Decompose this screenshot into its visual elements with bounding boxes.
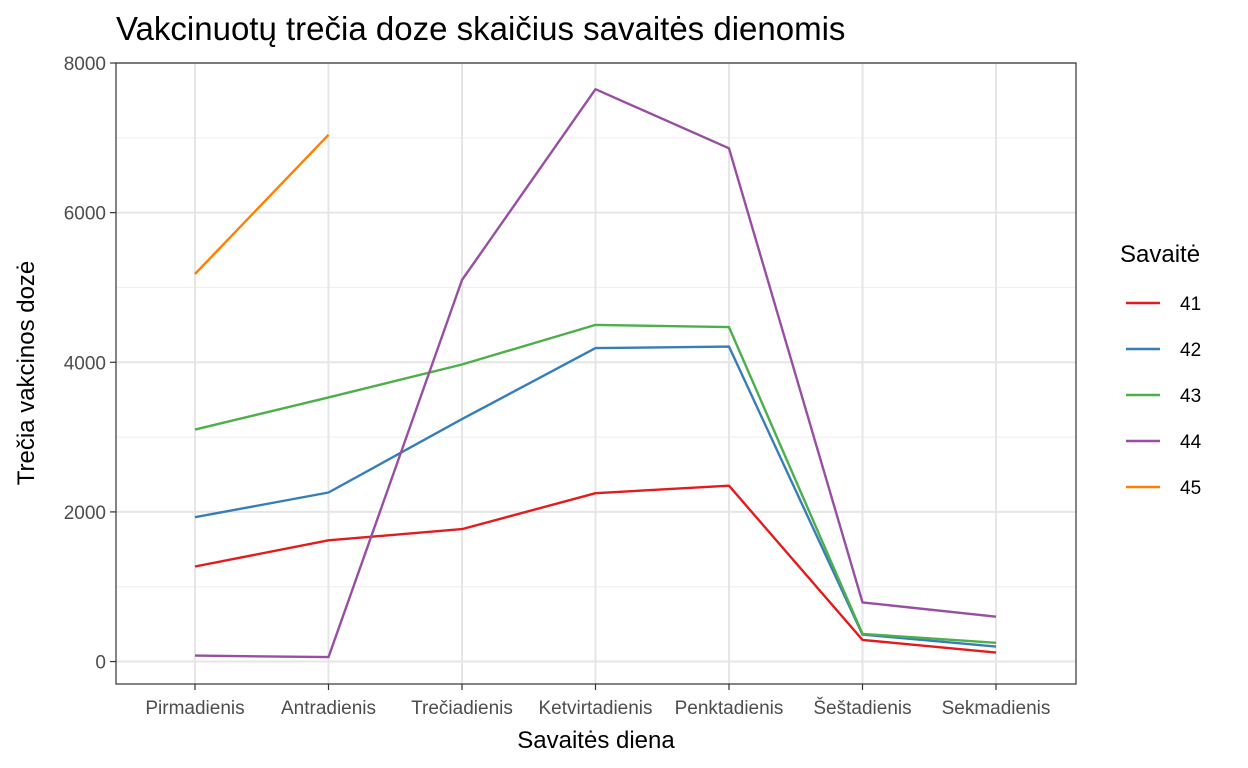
chart-title: Vakcinuotų trečia doze skaičius savaitės… (116, 10, 845, 47)
x-tick-label: Sekmadienis (942, 698, 1051, 719)
x-tick-label: Antradienis (281, 698, 376, 719)
legend-items: 41 42 43 44 45 (1126, 294, 1202, 499)
legend-label-43: 43 (1180, 386, 1201, 407)
series-line-44 (194, 87, 997, 659)
series-line-43 (194, 323, 997, 644)
x-tick-label: Trečiadienis (411, 698, 513, 719)
y-tick-label: 0 (95, 653, 106, 674)
legend: Savaitė 41 42 43 44 45 (1120, 241, 1202, 499)
y-axis-title: Trečia vakcinos dozė (13, 261, 40, 486)
y-tick-label: 6000 (64, 204, 106, 225)
series-line-45 (194, 133, 330, 275)
x-axis-title: Savaitės diena (517, 727, 675, 754)
x-tick-label: Penktadienis (675, 698, 784, 719)
series-lines (194, 87, 997, 659)
legend-title: Savaitė (1120, 241, 1200, 268)
series-line-41 (194, 484, 997, 654)
legend-label-45: 45 (1180, 478, 1201, 499)
x-axis: Pirmadienis Antradienis Trečiadienis Ketvir… (145, 684, 1050, 719)
y-tick-label: 8000 (64, 54, 106, 75)
legend-label-44: 44 (1180, 432, 1202, 453)
x-tick-label: Šeštadienis (813, 697, 911, 719)
y-tick-label: 4000 (64, 353, 106, 374)
legend-label-41: 41 (1180, 294, 1201, 315)
y-tick-label: 2000 (64, 503, 106, 524)
legend-label-42: 42 (1180, 340, 1201, 361)
x-tick-label: Pirmadienis (145, 698, 244, 719)
x-tick-label: Ketvirtadienis (538, 698, 652, 719)
y-axis: 0 2000 4000 6000 8000 (64, 54, 116, 674)
